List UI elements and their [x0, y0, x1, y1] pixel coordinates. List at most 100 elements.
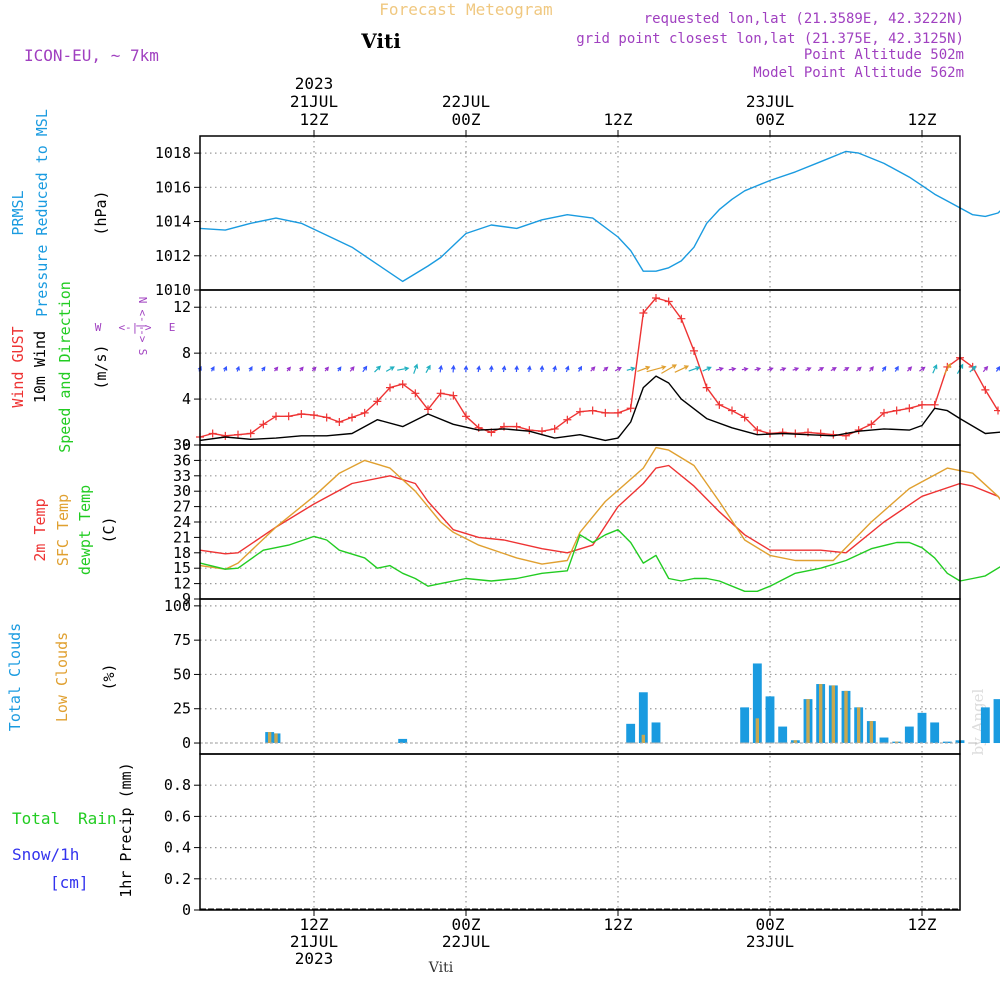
series-line — [199, 375, 1000, 442]
wind-arrow — [286, 366, 292, 372]
gust-marker — [348, 413, 356, 422]
gust-marker — [728, 406, 736, 415]
y-tick-label: 50 — [173, 665, 191, 683]
y-tick-label: 24 — [173, 513, 191, 531]
wind-arrow — [311, 366, 317, 372]
y-tick-label: 12 — [173, 575, 191, 593]
wind-arrow — [273, 366, 279, 372]
time-label-top: 12Z — [908, 110, 937, 129]
wind-arrow — [728, 366, 737, 372]
wind-speed-dir-label: Speed and Direction — [56, 281, 74, 453]
gust-marker — [778, 428, 787, 437]
y-tick-label: 0 — [182, 436, 191, 454]
legend-rain: Rain — [78, 809, 117, 828]
gridpoint-coords: grid point closest lon,lat (21.375E, 42.… — [576, 31, 964, 47]
wind-arrow — [754, 367, 762, 372]
gust-marker — [880, 408, 888, 417]
location-title: Viti — [360, 29, 401, 53]
wind-unit: (m/s) — [92, 344, 110, 389]
gust-marker — [981, 385, 990, 394]
compass-e: E — [169, 321, 176, 334]
cloud-bar — [917, 712, 927, 744]
wind-arrow — [337, 366, 342, 372]
pressure-label-1: PRMSL — [9, 190, 27, 235]
time-label-bottom: 22JUL — [442, 932, 490, 951]
wind-arrow — [527, 365, 532, 373]
y-tick-label: 1014 — [155, 213, 191, 231]
wind-arrow — [324, 366, 330, 372]
gust-marker — [702, 383, 711, 392]
wind-arrow — [501, 365, 507, 373]
series-line — [199, 464, 1000, 555]
gust-marker — [246, 429, 255, 438]
total-clouds-label: Total Clouds — [6, 623, 24, 731]
wind-arrow — [779, 367, 787, 372]
gust-marker — [626, 404, 635, 413]
wind-arrow — [702, 366, 712, 372]
wind-arrow — [919, 366, 926, 372]
time-label-top: 23JUL — [746, 92, 794, 111]
y-tick-label: 0 — [182, 734, 191, 752]
time-label-bottom: 23JUL — [746, 932, 794, 951]
compass-s: S — [136, 349, 149, 356]
series-line — [199, 297, 1000, 438]
time-label-top: 22JUL — [442, 92, 490, 111]
cloud-bar — [267, 732, 272, 744]
y-tick-label: 30 — [173, 482, 191, 500]
wind-arrow — [767, 367, 774, 372]
y-tick-label: 9 — [182, 590, 191, 608]
gust-marker — [576, 407, 584, 416]
gust-marker — [310, 411, 318, 420]
wind-arrow — [943, 362, 951, 375]
wind-arrow — [932, 364, 938, 374]
gust-marker — [386, 383, 394, 392]
wind-arrow — [688, 366, 701, 372]
gust-marker — [905, 404, 914, 413]
wind-arrow — [969, 365, 977, 373]
cloud-bar — [894, 741, 899, 744]
gust-marker — [652, 294, 660, 303]
cloud-bar — [856, 707, 861, 744]
gust-marker — [753, 426, 762, 435]
gust-marker — [664, 297, 673, 306]
wind-arrow — [637, 365, 651, 372]
wind-arrow — [539, 365, 545, 373]
gust-marker — [816, 429, 825, 438]
gust-marker — [677, 314, 686, 323]
y-tick-label: 27 — [173, 498, 191, 516]
y-tick-label: 0.8 — [164, 776, 191, 794]
time-label-top: 00Z — [452, 110, 481, 129]
gust-marker — [550, 424, 559, 433]
footer-location: Viti — [428, 960, 454, 976]
wind-arrow — [223, 365, 228, 372]
gust-marker — [297, 410, 306, 418]
wind-arrow — [626, 366, 636, 372]
chart-title: Forecast Meteogram — [379, 0, 552, 19]
wind-arrow — [565, 365, 570, 373]
time-label-bottom: 21JUL — [290, 932, 338, 951]
time-label-bottom: 12Z — [300, 915, 329, 934]
compass-w: W — [95, 321, 102, 334]
wind-arrow — [982, 365, 989, 373]
gust-marker — [322, 413, 331, 422]
wind-arrow — [602, 366, 609, 372]
series-line — [199, 529, 1000, 592]
wind-arrow — [450, 364, 456, 373]
cloud-bar — [831, 685, 836, 744]
legend-snow: Snow/1h — [12, 845, 79, 864]
gust-marker — [854, 426, 863, 435]
time-label-bottom: 2023 — [295, 949, 334, 968]
wind-arrow — [577, 365, 583, 372]
wind-arrow — [646, 365, 667, 373]
cloud-bar — [274, 733, 278, 744]
y-tick-label: 0.2 — [164, 870, 191, 888]
panel-axes: 202321JUL12Z12Z21JUL202322JUL00Z00Z22JUL… — [155, 74, 937, 968]
wind-arrow — [614, 366, 622, 372]
gust-marker — [525, 426, 534, 435]
cloud-bar — [930, 722, 940, 744]
gust-marker — [588, 406, 597, 415]
gust-marker — [272, 412, 280, 421]
gust-marker — [398, 380, 407, 389]
y-tick-label: 1016 — [155, 178, 191, 196]
wind-arrow — [248, 366, 253, 372]
